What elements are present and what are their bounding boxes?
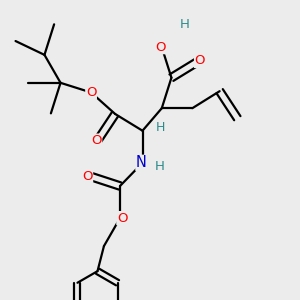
Text: O: O [195, 55, 205, 68]
Text: O: O [86, 86, 96, 99]
Text: N: N [136, 155, 147, 170]
Text: O: O [117, 212, 128, 225]
Text: O: O [155, 40, 166, 54]
Text: O: O [91, 134, 102, 147]
Text: O: O [82, 169, 93, 182]
Text: H: H [179, 18, 189, 31]
Text: H: H [155, 160, 165, 172]
Text: H: H [155, 121, 165, 134]
